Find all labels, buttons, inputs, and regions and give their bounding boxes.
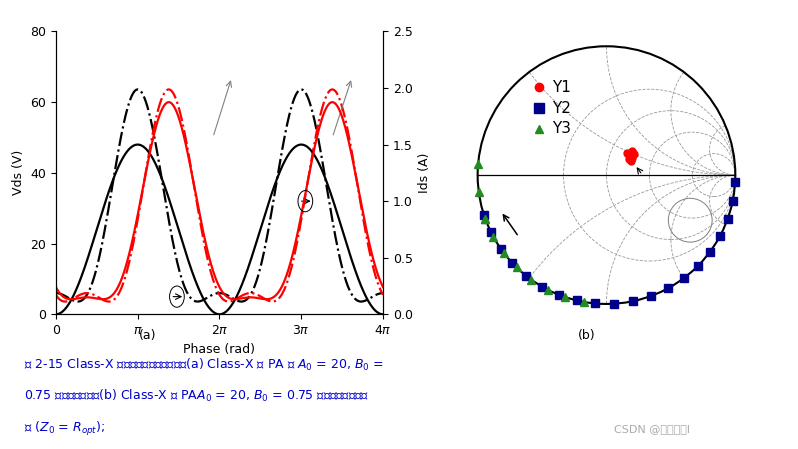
Text: 0.75 条件下波形图；(b) Class-X 类 PA$A_0$ = 20, $B_0$ = 0.75 条件下宽带设计空: 0.75 条件下波形图；(b) Class-X 类 PA$A_0$ = 20, … (24, 388, 369, 405)
Text: Y3: Y3 (552, 121, 571, 136)
Text: (a): (a) (139, 329, 156, 342)
X-axis label: Phase (rad): Phase (rad) (184, 343, 255, 356)
Y-axis label: Vds (V): Vds (V) (12, 150, 25, 195)
Y-axis label: Ids (A): Ids (A) (418, 153, 431, 193)
Text: (b): (b) (578, 329, 595, 342)
Text: 图 2-15 Class-X 类波形与宽带设计空间。(a) Class-X 类 PA 在 $A_0$ = 20, $B_0$ =: 图 2-15 Class-X 类波形与宽带设计空间。(a) Class-X 类 … (24, 357, 384, 373)
Text: CSDN @怡步晓心l: CSDN @怡步晓心l (614, 424, 690, 434)
Text: 间 ($Z_0$ = $R_{opt}$);: 间 ($Z_0$ = $R_{opt}$); (24, 420, 105, 438)
Text: Y2: Y2 (552, 101, 571, 115)
Text: Y1: Y1 (552, 80, 571, 95)
